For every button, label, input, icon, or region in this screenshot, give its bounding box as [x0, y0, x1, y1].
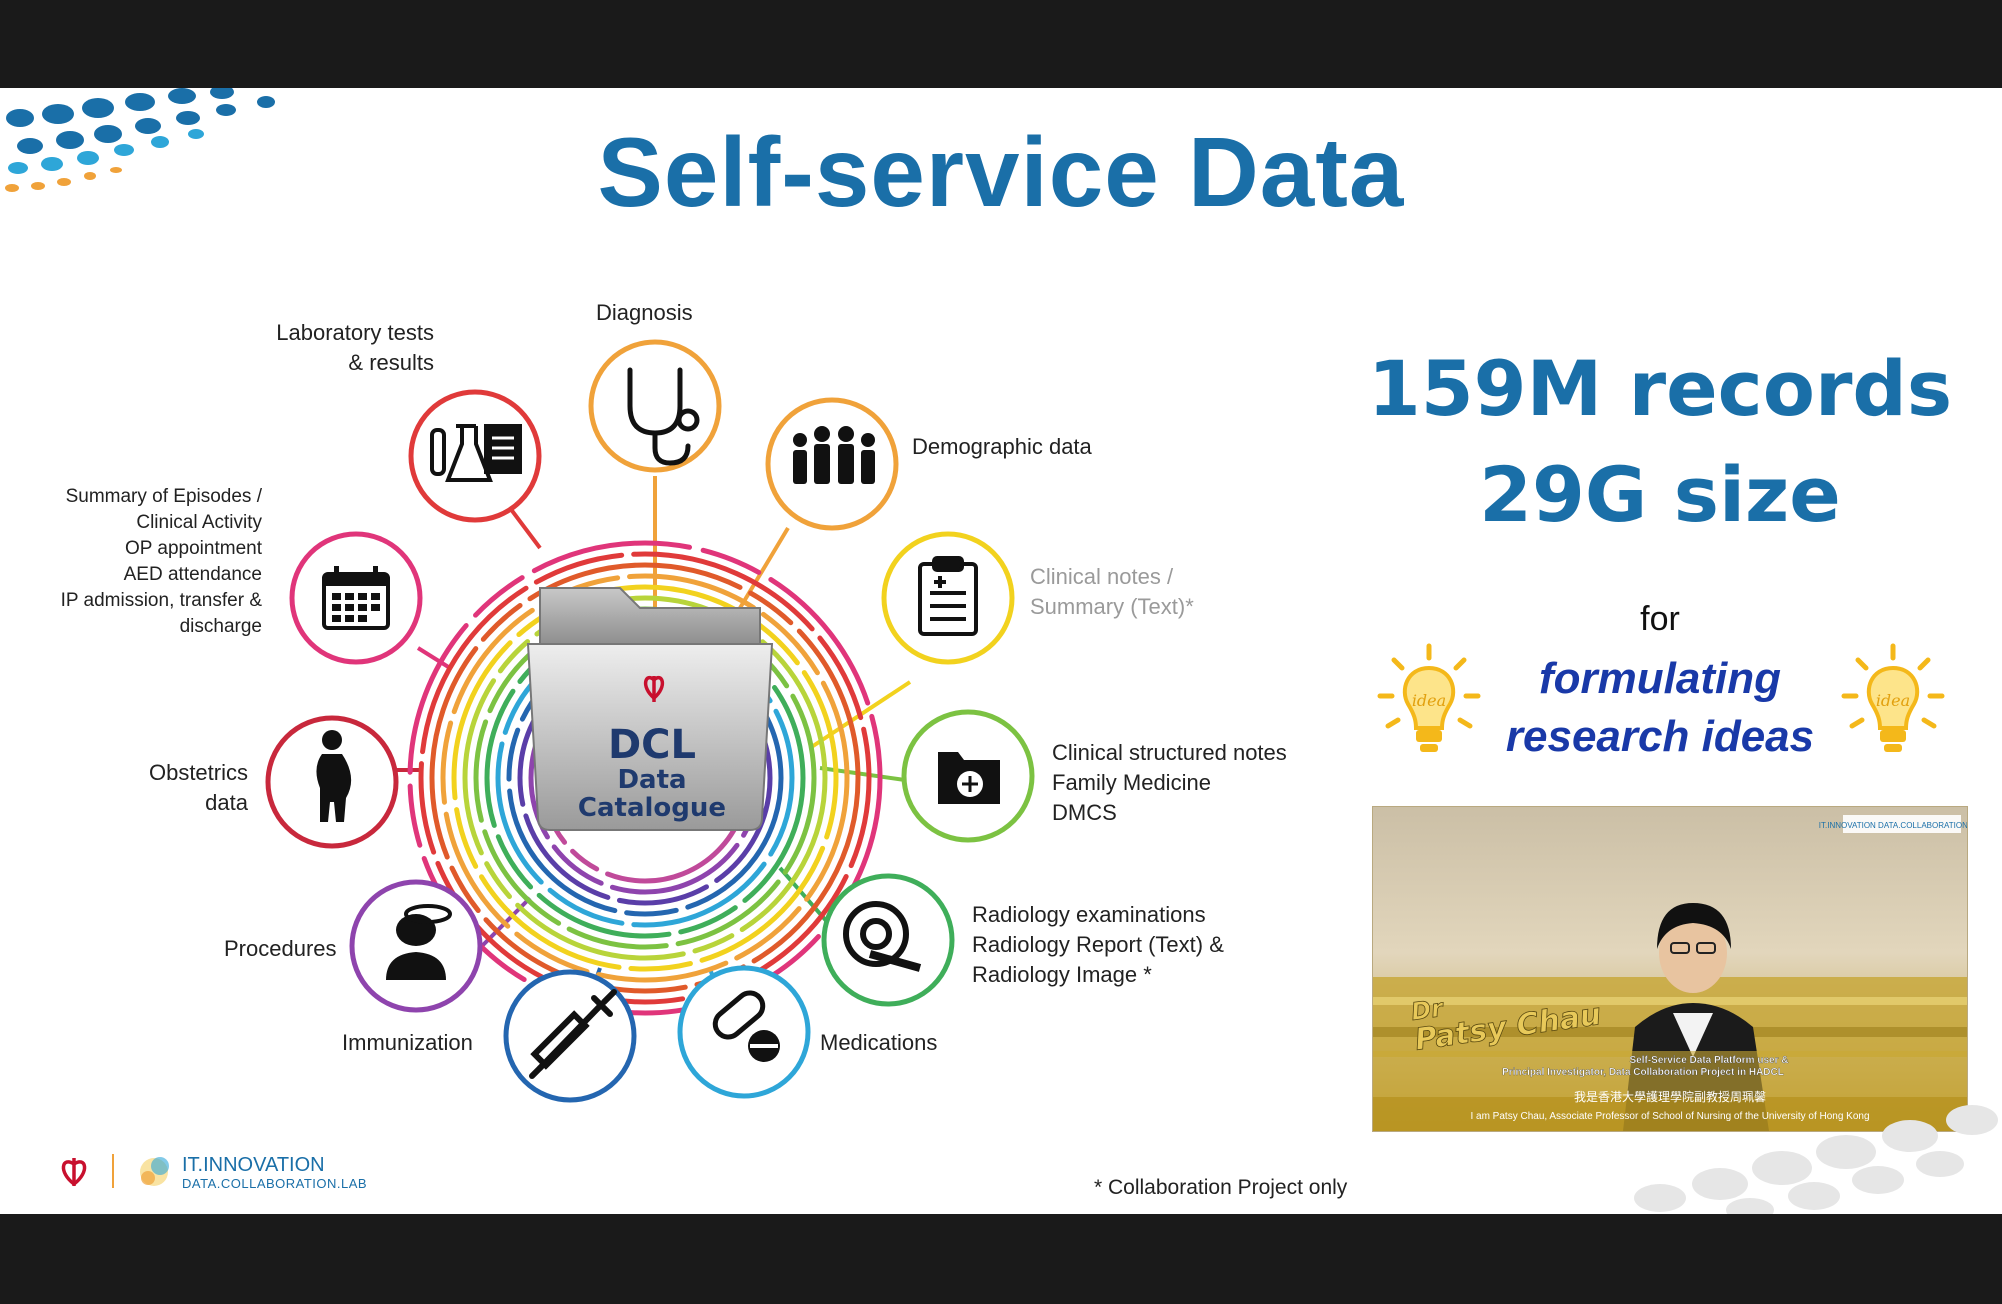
innovation-logo-icon	[140, 1157, 169, 1186]
lab-line2: & results	[348, 350, 434, 375]
category-circles	[265, 339, 1035, 1103]
label-diagnosis: Diagnosis	[596, 300, 693, 325]
radiology-line3: Radiology Image *	[972, 962, 1152, 987]
window-top-bar	[0, 0, 2002, 88]
presentation-slide: Self-service Data	[0, 88, 2002, 1214]
logo-line2: DATA.COLLABORATION.LAB	[182, 1176, 368, 1191]
label-radiology: Radiology examinations Radiology Report …	[972, 900, 1224, 990]
structured-notes-line2: Family Medicine	[1052, 770, 1211, 795]
episodes-line3: OP appointment	[125, 538, 262, 559]
stethoscope-icon	[627, 367, 700, 466]
diagnosis-circle	[588, 339, 722, 473]
decorative-dots-bottom	[1634, 1105, 1998, 1214]
label-lab: Laboratory tests & results	[240, 318, 434, 378]
people-icon	[793, 426, 875, 484]
episodes-line2: Clinical Activity	[136, 512, 262, 533]
data-catalogue-wheel: DCL Data Catalogue	[265, 339, 1035, 1103]
episodes-line6: discharge	[179, 616, 262, 637]
episodes-line4: AED attendance	[123, 564, 262, 585]
research-line1: formulating	[1539, 654, 1781, 703]
episodes-line1: Summary of Episodes /	[65, 486, 262, 507]
caption-chinese: 我是香港大學護理學院副教授周珮馨	[1574, 1089, 1766, 1104]
window-bottom-bar	[0, 1214, 2002, 1304]
pill-icon	[712, 990, 780, 1062]
dcl-folder-icon: DCL Data Catalogue	[526, 587, 774, 831]
speaker-role-line2: Principal Investigator, Data Collaborati…	[1502, 1067, 1784, 1078]
label-obstetrics: Obstetrics data	[130, 758, 248, 818]
caption-english: I am Patsy Chau, Associate Professor of …	[1470, 1111, 1869, 1122]
idea-label-left: idea	[1412, 691, 1446, 710]
folder-plus-icon	[938, 752, 1000, 804]
size-stat: 29G size	[1479, 450, 1841, 539]
syringe-icon	[529, 989, 617, 1079]
surgeon-icon	[386, 904, 452, 980]
ha-logo-icon	[61, 1158, 87, 1187]
decorative-dots	[5, 88, 275, 192]
episodes-line5: IP admission, transfer &	[60, 590, 262, 611]
footnote: * Collaboration Project only	[1094, 1176, 1348, 1199]
speaker-role-line1: Self-Service Data Platform user &	[1630, 1055, 1789, 1066]
obstetrics-line2: data	[205, 790, 248, 815]
idea-label-right: idea	[1876, 691, 1910, 710]
speaker-name-line1: Dr	[1409, 994, 1446, 1026]
label-clinical-notes: Clinical notes / Summary (Text)*	[1030, 562, 1194, 622]
clinical-notes-line1: Clinical notes /	[1030, 564, 1174, 589]
speaker-video[interactable]: IT.INNOVATION DATA.COLLABORATION.LAB Dr …	[1372, 806, 1968, 1132]
records-stat: 159M records	[1367, 344, 1953, 433]
center-line3: Catalogue	[578, 793, 726, 823]
ct-scanner-icon	[843, 901, 922, 972]
research-line2: research ideas	[1505, 712, 1815, 761]
logo-line1: IT.INNOVATION	[182, 1154, 325, 1176]
center-line2: Data	[617, 765, 686, 795]
for-text: for	[1640, 600, 1680, 638]
lightbulb-icon-left: idea	[1377, 643, 1481, 752]
logo-divider	[112, 1154, 114, 1188]
structured-notes-line3: DMCS	[1052, 800, 1117, 825]
label-procedures: Procedures	[224, 936, 337, 961]
label-demographic: Demographic data	[912, 434, 1092, 459]
calendar-icon	[322, 566, 390, 630]
clipboard-icon	[918, 556, 978, 636]
video-logo: IT.INNOVATION DATA.COLLABORATION.LAB	[1819, 821, 1967, 830]
clinical-notes-line2: Summary (Text)*	[1030, 594, 1194, 619]
lab-flask-icon	[430, 424, 522, 482]
obstetrics-line1: Obstetrics	[148, 760, 248, 785]
lab-line1: Laboratory tests	[276, 320, 434, 345]
clinical-notes-circle	[881, 531, 1015, 665]
episodes-circle	[289, 531, 423, 665]
video-frame: IT.INNOVATION DATA.COLLABORATION.LAB Dr …	[1373, 807, 1967, 1131]
label-structured-notes: Clinical structured notes Family Medicin…	[1052, 738, 1287, 828]
demographic-circle	[765, 397, 899, 531]
radiology-line2: Radiology Report (Text) &	[972, 932, 1224, 957]
label-medications: Medications	[820, 1030, 938, 1055]
pregnant-icon	[316, 730, 352, 822]
label-episodes: Summary of Episodes / Clinical Activity …	[30, 484, 262, 640]
medications-circle	[677, 965, 811, 1099]
center-line1: DCL	[608, 722, 696, 768]
label-immunization: Immunization	[342, 1030, 473, 1055]
research-ideas: formulating research ideas	[1430, 650, 1890, 766]
lightbulb-icon-right: idea	[1841, 643, 1945, 752]
radiology-line1: Radiology examinations	[972, 902, 1206, 927]
slide-title: Self-service Data	[597, 117, 1405, 227]
structured-notes-line1: Clinical structured notes	[1052, 740, 1287, 765]
